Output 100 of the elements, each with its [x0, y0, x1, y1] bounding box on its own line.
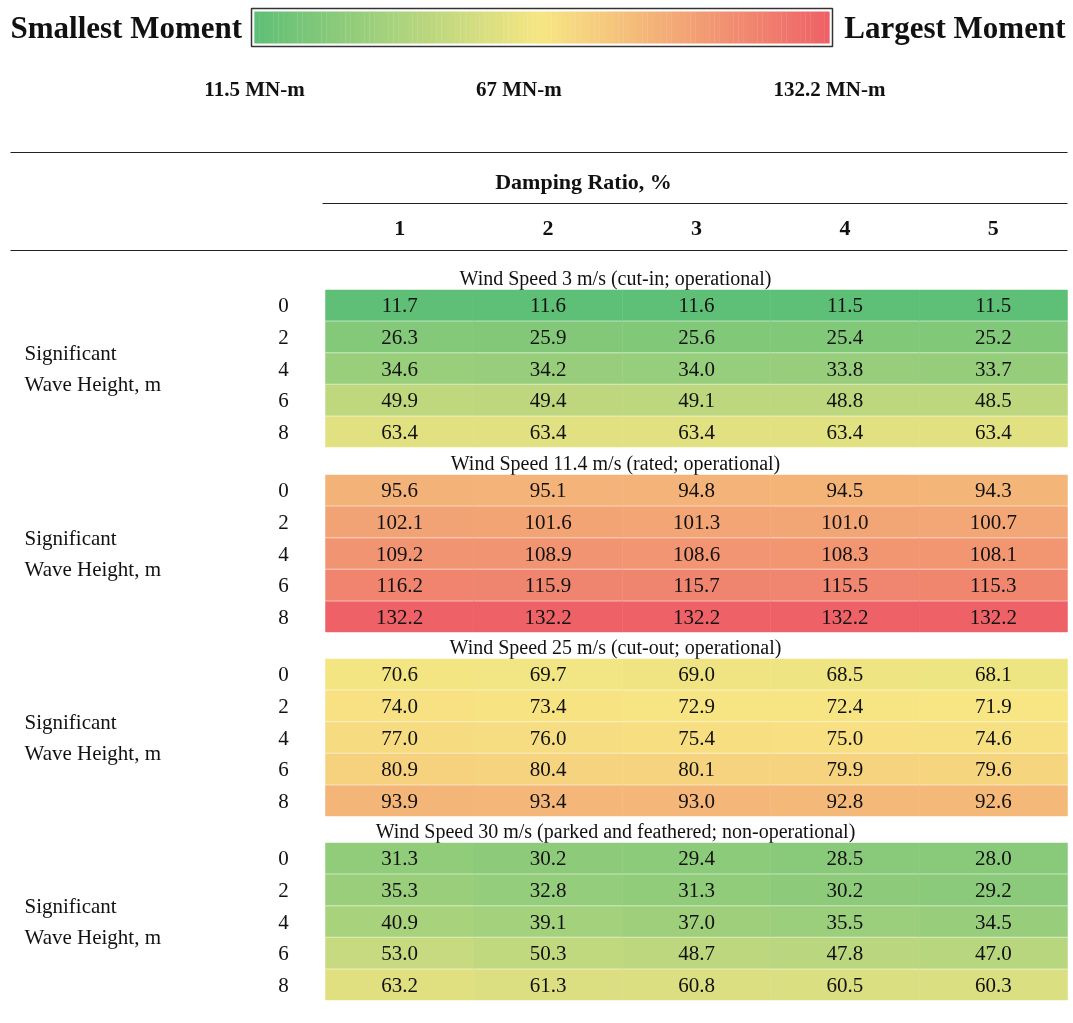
- data-label: 28.5: [826, 846, 864, 871]
- y-axis-title: Significant Wave Height, m: [24, 525, 162, 582]
- x-tick-label: 2: [542, 214, 554, 240]
- data-label: 53.0: [381, 941, 419, 966]
- y-tick-label: 0: [278, 478, 289, 503]
- y-tick-label: 0: [278, 293, 289, 318]
- data-label: 72.4: [826, 693, 864, 718]
- data-label: 68.1: [974, 662, 1012, 687]
- data-label: 79.9: [826, 757, 864, 782]
- data-label: 79.6: [974, 757, 1012, 782]
- data-label: 25.4: [826, 324, 864, 349]
- data-label: 25.2: [974, 324, 1012, 349]
- data-label: 25.6: [678, 324, 715, 349]
- data-label: 48.8: [826, 388, 864, 413]
- data-label: 93.0: [678, 788, 715, 813]
- x-tick-label: 4: [839, 214, 851, 240]
- text: Largest Moment: [844, 10, 1067, 45]
- data-label: 80.9: [381, 757, 419, 782]
- data-label: 49.1: [678, 388, 715, 413]
- data-label: 31.3: [381, 846, 419, 871]
- data-label: 75.4: [678, 725, 716, 750]
- data-label: 132.2: [672, 604, 721, 629]
- data-label: 93.4: [529, 788, 567, 813]
- data-label: 50.3: [529, 941, 567, 966]
- y-axis-title: Significant Wave Height, m: [24, 893, 162, 950]
- data-label: 109.2: [376, 541, 424, 566]
- data-label: 32.8: [529, 877, 567, 902]
- color-bar-label: 67 MN-m: [476, 76, 563, 101]
- chart-title: Wind Speed 11.4 m/s (rated; operational): [450, 451, 781, 475]
- data-label: 115.9: [524, 573, 572, 598]
- data-label: 35.3: [381, 877, 419, 902]
- data-label: 76.0: [529, 725, 567, 750]
- data-label: 92.6: [974, 788, 1012, 813]
- y-tick-label: 8: [278, 419, 289, 444]
- y-tick-label: 6: [278, 388, 289, 413]
- data-label: 69.7: [529, 662, 567, 687]
- data-label: 61.3: [529, 972, 567, 997]
- data-label: 33.8: [826, 356, 864, 381]
- chart-title: Wind Speed 25 m/s (cut-out; operational): [449, 635, 782, 659]
- data-label: 115.5: [821, 573, 869, 598]
- data-label: 80.4: [529, 757, 567, 782]
- data-label: 33.7: [974, 356, 1012, 381]
- data-label: 49.4: [529, 388, 567, 413]
- y-tick-label: 2: [278, 693, 289, 718]
- y-tick-label: 2: [278, 509, 289, 534]
- data-label: 70.6: [381, 662, 419, 687]
- chart-title: Wind Speed 3 m/s (cut-in; operational): [459, 266, 772, 290]
- data-label: 116.2: [376, 573, 423, 598]
- data-label: 108.3: [821, 541, 869, 566]
- y-tick-label: 0: [278, 662, 289, 687]
- data-label: 115.7: [673, 573, 720, 598]
- data-label: 31.3: [678, 877, 715, 902]
- x-axis-title: Damping Ratio, %: [495, 169, 672, 194]
- data-label: 63.4: [529, 419, 567, 444]
- data-label: 95.6: [381, 478, 419, 503]
- y-tick-label: 4: [278, 356, 290, 381]
- data-label: 80.1: [678, 757, 715, 782]
- data-label: 34.0: [678, 356, 715, 381]
- data-label: 77.0: [381, 725, 419, 750]
- color-bar-label: 132.2 MN-m: [773, 76, 886, 101]
- data-label: 132.2: [524, 604, 572, 629]
- data-label: 68.5: [826, 662, 864, 687]
- y-tick-label: 6: [278, 757, 289, 782]
- data-label: 94.5: [826, 478, 864, 503]
- data-label: 11.5: [975, 293, 1012, 318]
- data-label: 75.0: [826, 725, 864, 750]
- data-label: 39.1: [529, 909, 567, 934]
- data-label: 37.0: [678, 909, 715, 934]
- data-label: 60.3: [974, 972, 1012, 997]
- y-tick-label: 4: [278, 725, 290, 750]
- y-axis-title: Significant Wave Height, m: [24, 340, 162, 397]
- data-label: 11.7: [381, 293, 418, 318]
- data-label: 102.1: [376, 509, 424, 534]
- data-label: 94.3: [974, 478, 1012, 503]
- data-label: 60.5: [826, 972, 864, 997]
- data-label: 73.4: [529, 693, 567, 718]
- data-label: 48.5: [974, 388, 1012, 413]
- data-label: 11.6: [530, 293, 567, 318]
- data-label: 108.6: [672, 541, 721, 566]
- chart-title: Wind Speed 30 m/s (parked and feathered; non-operational): [375, 819, 856, 843]
- y-tick-label: 4: [278, 909, 290, 934]
- data-label: 34.5: [974, 909, 1012, 934]
- y-tick-label: 4: [278, 541, 290, 566]
- data-label: 100.7: [969, 509, 1017, 534]
- data-label: 132.2: [376, 604, 424, 629]
- data-label: 63.4: [381, 419, 419, 444]
- data-label: 35.5: [826, 909, 864, 934]
- data-label: 47.0: [974, 941, 1012, 966]
- data-label: 63.4: [826, 419, 864, 444]
- data-label: 101.0: [821, 509, 869, 534]
- data-label: 34.2: [529, 356, 567, 381]
- data-label: 74.6: [974, 725, 1012, 750]
- x-tick-label: 3: [691, 214, 702, 240]
- data-label: 60.8: [678, 972, 715, 997]
- y-tick-label: 6: [278, 573, 289, 598]
- x-tick-label: 1: [394, 214, 406, 240]
- y-tick-label: 2: [278, 324, 289, 349]
- data-label: 63.4: [974, 419, 1013, 444]
- data-label: 11.6: [678, 293, 715, 318]
- data-label: 11.5: [826, 293, 863, 318]
